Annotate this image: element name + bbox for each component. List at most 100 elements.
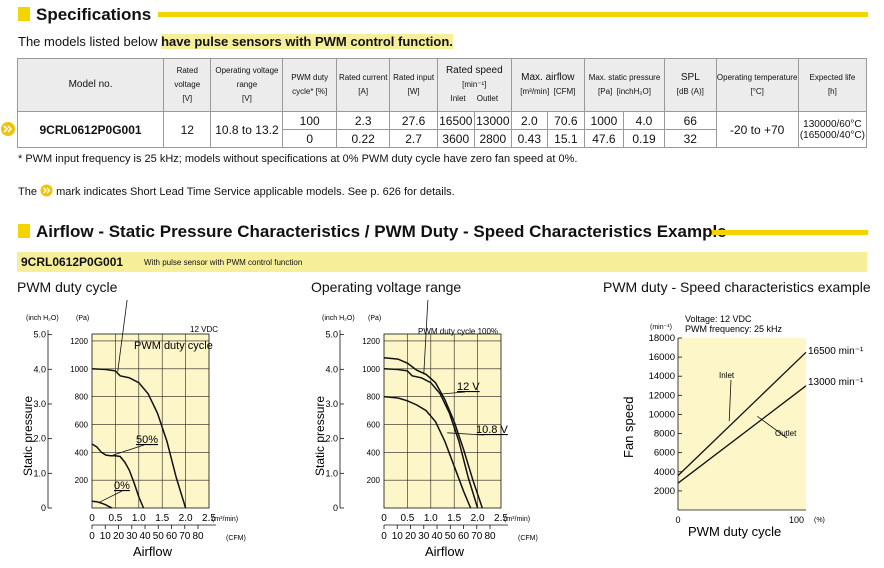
cell-pa: 1000 xyxy=(583,111,624,130)
x2-tick-label: 30 xyxy=(418,531,430,542)
cell-pwm: 0 xyxy=(282,129,337,148)
th-op-voltage: Operating voltage range [V] xyxy=(210,58,284,112)
y2-tick-label: 5.0 xyxy=(33,330,46,340)
x2-tick-label: 20 xyxy=(405,531,417,542)
chart-pwm-duty: (inch H₂O) (Pa) 12 VDC Static pressure A… xyxy=(21,300,246,559)
x-unit: (%) xyxy=(814,517,825,524)
y-axis-label: Static pressure xyxy=(21,396,35,476)
section-rule xyxy=(712,230,868,235)
cell-current: 0.22 xyxy=(335,129,391,148)
y-tick-label: 400 xyxy=(75,448,89,457)
y-axis-label: Fan speed xyxy=(621,397,636,458)
x-tick-label: 1.0 xyxy=(132,513,146,524)
th-input: Rated input [W] xyxy=(389,58,438,112)
section-marker xyxy=(18,7,30,21)
series-label: 12 V xyxy=(457,381,480,393)
intro-plain: The models listed below xyxy=(18,34,162,49)
y-tick-label: 4000 xyxy=(654,467,675,478)
y2-tick-label: 4.0 xyxy=(33,364,46,374)
cell-model: 9CRL0612P0G001 xyxy=(16,111,165,148)
cell-inch: 0.19 xyxy=(622,129,666,148)
y2-tick-label: 3.0 xyxy=(33,399,46,409)
x2-tick-label: 80 xyxy=(192,531,204,542)
th-temp: Operating temperature [°C] xyxy=(715,58,799,112)
series-line xyxy=(383,356,484,509)
y2-tick-label: 3.0 xyxy=(325,399,338,409)
x-tick-label: 2.5 xyxy=(494,513,508,524)
series-line xyxy=(91,368,187,509)
x2-tick-label: 50 xyxy=(445,531,457,542)
x-tick-label: 0.5 xyxy=(400,513,414,524)
th-static: Max. static pressure [Pa] [inchH₂O] xyxy=(583,58,666,112)
x2-tick-label: 70 xyxy=(179,531,191,542)
x2-tick-label: 40 xyxy=(431,531,443,542)
x2-tick-label: 20 xyxy=(113,531,125,542)
y-tick-label: 2000 xyxy=(654,486,675,497)
th-pwm: PWM duty cycle* [%] xyxy=(282,58,337,112)
th-spl: SPL [dB (A)] xyxy=(664,58,717,112)
series-label: 50% xyxy=(136,434,158,446)
section-marker xyxy=(18,224,30,238)
series-leader xyxy=(442,391,466,395)
y2-tick-label: 0 xyxy=(41,503,46,513)
x-axis-label: PWM duty cycle xyxy=(688,524,781,539)
banner-model: 9CRL0612P0G001 xyxy=(21,255,124,269)
th-rated-voltage: Rated voltage [V] xyxy=(163,58,212,112)
cell-life: 130000/60°C (165000/40°C) xyxy=(797,111,868,148)
y-axis-label: Static pressure xyxy=(313,396,327,476)
chart1-title: PWM duty cycle xyxy=(17,279,118,295)
x2-tick-label: 0 xyxy=(89,531,95,542)
table-row: 9CRL0612P0G001 12 10.8 to 13.2 100 2.3 2… xyxy=(16,111,868,148)
x-axis-label: Airflow xyxy=(133,544,173,559)
y2-unit: (inch H₂O) xyxy=(26,315,59,322)
short-lead-time-mark-icon xyxy=(40,184,53,197)
chart-pwm-speed: (min⁻¹) Voltage: 12 VDC PWM frequency: 2… xyxy=(621,314,864,539)
banner-desc: With pulse sensor with PWM control funct… xyxy=(144,258,303,267)
series-leader xyxy=(112,444,145,456)
x-unit: (m³/min) xyxy=(212,516,238,523)
x2-tick-label: 0 xyxy=(381,531,387,542)
series-leader xyxy=(423,300,429,375)
y2-tick-label: 1.0 xyxy=(325,468,338,478)
y2-tick-label: 4.0 xyxy=(325,364,338,374)
series-line xyxy=(383,395,472,509)
x-tick-label: 100 xyxy=(789,515,804,525)
plot-area xyxy=(384,334,501,508)
y-tick-label: 1200 xyxy=(70,337,88,346)
x-tick-label: 0.5 xyxy=(108,513,122,524)
series-label: 10.8 V xyxy=(476,424,508,436)
th-model: Model no. xyxy=(16,58,165,112)
annotation: 12 VDC xyxy=(190,325,218,334)
x2-tick-label: 10 xyxy=(392,531,404,542)
y2-tick-label: 2.0 xyxy=(325,434,338,444)
annotation-frequency: PWM frequency: 25 kHz xyxy=(685,324,783,334)
x-axis-label: Airflow xyxy=(425,544,465,559)
y-tick-label: 12000 xyxy=(649,390,675,401)
y-tick-label: 14000 xyxy=(649,371,675,382)
cell-cfm: 70.6 xyxy=(546,111,585,130)
y-tick-label: 18000 xyxy=(649,333,675,344)
cell-inlet: 16500 xyxy=(436,111,475,130)
footnote-mark: The mark indicates Short Lead Time Servi… xyxy=(18,184,455,198)
y-unit: (Pa) xyxy=(76,315,89,322)
table-row: 0 0.22 2.7 3600 2800 0.43 15.1 47.6 0.19… xyxy=(18,129,867,148)
cell-m3: 2.0 xyxy=(510,111,548,130)
x2-tick-label: 70 xyxy=(471,531,483,542)
x-tick-label: 2.5 xyxy=(202,513,216,524)
x2-tick-label: 60 xyxy=(166,531,178,542)
y-tick-label: 1000 xyxy=(362,365,380,374)
x2-unit: (CFM) xyxy=(226,535,246,542)
x2-unit: (CFM) xyxy=(518,535,538,542)
series-leader xyxy=(757,416,788,439)
y-tick-label: 1200 xyxy=(362,337,380,346)
x2-tick-label: 10 xyxy=(100,531,112,542)
th-current: Rated current [A] xyxy=(335,58,391,112)
series-leader xyxy=(447,432,485,436)
x2-tick-label: 60 xyxy=(458,531,470,542)
y-tick-label: 400 xyxy=(367,448,381,457)
cell-rated-voltage: 12 xyxy=(163,111,212,148)
x-unit: (m³/min) xyxy=(504,516,530,523)
series-line xyxy=(677,385,807,484)
y-tick-label: 800 xyxy=(367,393,381,402)
y-tick-label: 6000 xyxy=(654,448,675,459)
